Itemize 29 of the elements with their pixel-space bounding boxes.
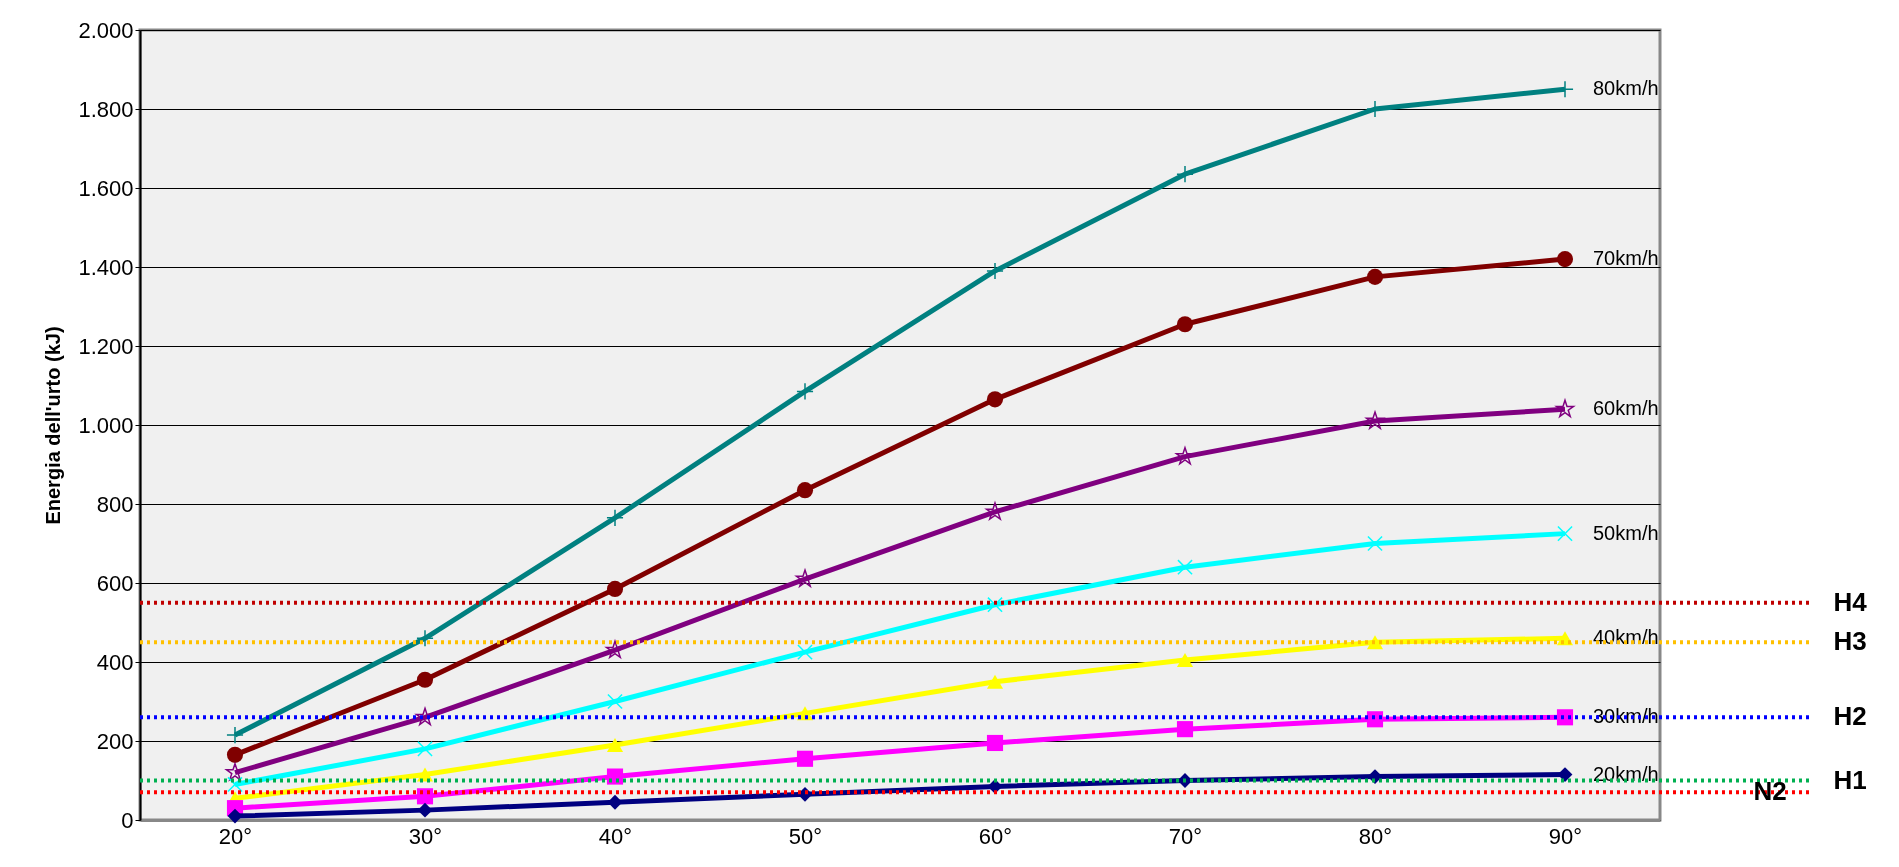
y-axis-title: Energia dell'urto (kJ) [42, 326, 65, 525]
series-label: 50km/h [1593, 521, 1659, 544]
series-label: 70km/h [1593, 247, 1659, 270]
y-tick-label: 1.200 [78, 333, 134, 359]
y-tick-label: 800 [96, 491, 134, 517]
x-tick-label: 50° [788, 823, 823, 849]
y-tick-label: 1.000 [78, 412, 134, 438]
y-tick-label: 2.000 [78, 17, 134, 43]
series-label: 80km/h [1593, 77, 1659, 100]
ref-line-label: H3 [1833, 626, 1867, 657]
ref-line-label: H4 [1833, 586, 1868, 617]
ref-line-label: N2 [1753, 776, 1787, 807]
ref-line-label: H1 [1833, 764, 1867, 795]
y-tick-label: 0 [121, 807, 134, 833]
y-tick-label: 400 [96, 649, 134, 675]
y-tick-label: 200 [96, 728, 134, 754]
y-tick-label: 1.800 [78, 96, 134, 122]
series-label: 60km/h [1593, 397, 1659, 420]
x-tick-label: 80° [1358, 823, 1393, 849]
x-tick-label: 30° [408, 823, 443, 849]
x-tick-label: 70° [1168, 823, 1203, 849]
x-tick-label: 60° [978, 823, 1013, 849]
x-tick-label: 20° [218, 823, 253, 849]
y-tick-label: 600 [96, 570, 134, 596]
ref-line-label: H2 [1833, 701, 1867, 732]
x-tick-label: 90° [1548, 823, 1583, 849]
x-tick-label: 40° [598, 823, 633, 849]
y-tick-label: 1.600 [78, 175, 134, 201]
y-tick-label: 1.400 [78, 254, 134, 280]
